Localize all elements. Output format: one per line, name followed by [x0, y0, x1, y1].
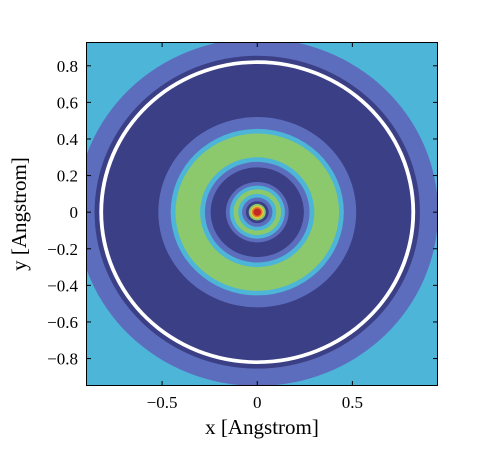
x-tick-label: −0.5 [147, 393, 178, 412]
y-tick-label: 0.2 [57, 167, 78, 186]
y-tick-label: 0 [70, 203, 79, 222]
x-tick-label: 0 [253, 393, 262, 412]
x-axis-label: x [Angstrom] [205, 415, 319, 439]
y-tick-label: 0.6 [57, 93, 78, 112]
axis-ticks: −0.5 0 0.5 0.8 0.6 0.4 0.2 0 −0.2 −0.4 −0.6 −0.8 [47, 42, 438, 412]
contour-ring-19 [253, 208, 262, 216]
plot-frame [86, 42, 438, 386]
y-tick-label: −0.2 [47, 240, 78, 259]
y-tick-label: −0.8 [47, 350, 78, 369]
y-tick-label: −0.6 [47, 313, 78, 332]
y-tick-label: 0.8 [57, 57, 78, 76]
y-tick-label: −0.4 [47, 276, 78, 295]
x-tick-label: 0.5 [342, 393, 363, 412]
contour-rings [86, 42, 438, 386]
y-axis-label: y [Angstrom] [7, 157, 31, 271]
y-tick-label: 0.4 [57, 130, 79, 149]
